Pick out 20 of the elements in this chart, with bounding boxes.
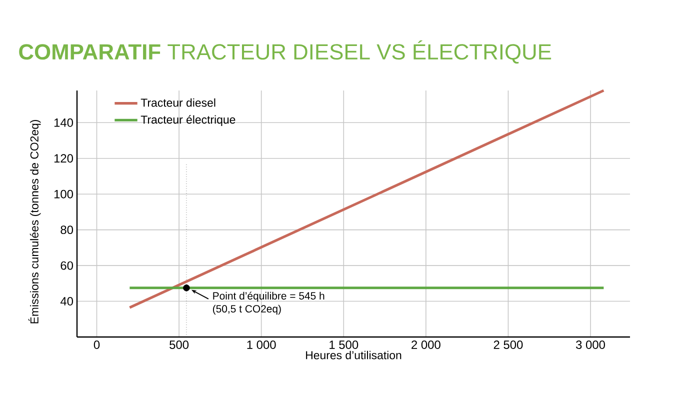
- y-tick-label: 100: [54, 190, 74, 198]
- x-tick-label: 500: [170, 340, 189, 349]
- annotation: Point d’équilibre = 545 h: [213, 292, 324, 302]
- x-tick-label: 1 500: [330, 340, 358, 349]
- x-tick-label: 2 000: [412, 340, 440, 349]
- annotation: (50,5 t CO2eq): [212, 304, 281, 315]
- x-tick-label: 3 000: [576, 340, 605, 349]
- x-tick-label: 2 500: [494, 340, 523, 349]
- y-tick-label: 60: [60, 261, 74, 270]
- x-tick-label: 1 000: [247, 340, 276, 349]
- y-tick-label: 40: [60, 297, 74, 306]
- legend-label: Tracteur électrique: [140, 115, 236, 126]
- x-tick-label: 0: [94, 340, 100, 349]
- y-axis-title: Émissions cumulées (tonnes de CO2eq): [28, 120, 41, 324]
- legend-label: Tracteur diesel: [140, 98, 216, 107]
- chart-title: COMPARATIF TRACTEUR DIESEL VS ÉLECTRIQUE: [19, 40, 552, 64]
- x-axis-title: Heures d’utilisation: [306, 350, 402, 360]
- y-tick-label: 80: [60, 226, 74, 234]
- y-tick-label: 140: [54, 118, 74, 127]
- y-tick-label: 120: [54, 154, 74, 163]
